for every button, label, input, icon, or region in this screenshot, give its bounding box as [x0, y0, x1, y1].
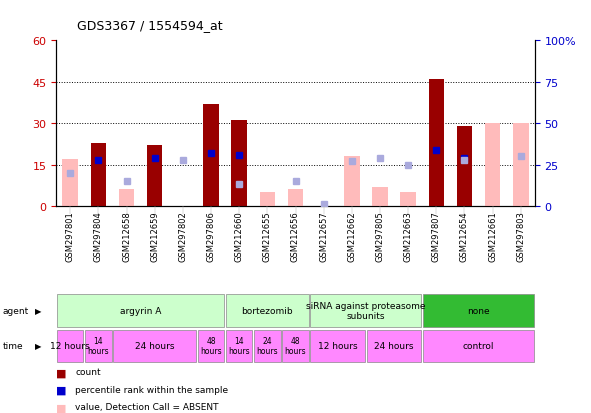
Bar	[310, 294, 421, 327]
Bar	[85, 330, 112, 362]
Bar	[232, 121, 247, 206]
Text: GSM212661: GSM212661	[488, 211, 497, 261]
Text: count: count	[75, 368, 100, 377]
Bar	[203, 104, 219, 206]
Text: siRNA against proteasome
subunits: siRNA against proteasome subunits	[306, 301, 426, 320]
Text: GSM212657: GSM212657	[319, 211, 328, 261]
Text: agent: agent	[3, 306, 29, 316]
Bar	[57, 294, 224, 327]
Text: 48
hours: 48 hours	[285, 336, 306, 356]
Bar	[457, 127, 472, 206]
Text: 24
hours: 24 hours	[256, 336, 278, 356]
Text: ■: ■	[56, 385, 67, 395]
Text: 12 hours: 12 hours	[50, 342, 90, 350]
Text: GSM297805: GSM297805	[375, 211, 385, 261]
Bar	[282, 330, 309, 362]
Text: GSM297807: GSM297807	[432, 211, 441, 261]
Text: GSM212662: GSM212662	[348, 211, 356, 261]
Text: 24 hours: 24 hours	[135, 342, 174, 350]
Text: GSM297804: GSM297804	[94, 211, 103, 261]
Bar	[367, 330, 421, 362]
Text: 48
hours: 48 hours	[200, 336, 222, 356]
Bar	[423, 330, 534, 362]
Text: time: time	[3, 342, 24, 351]
Text: 12 hours: 12 hours	[318, 342, 358, 350]
Bar	[259, 193, 275, 206]
Bar	[400, 193, 416, 206]
Text: ▶: ▶	[35, 342, 42, 351]
Text: 24 hours: 24 hours	[374, 342, 414, 350]
Bar	[226, 330, 252, 362]
Text: GDS3367 / 1554594_at: GDS3367 / 1554594_at	[77, 19, 222, 31]
Text: percentile rank within the sample: percentile rank within the sample	[75, 385, 228, 394]
Text: ■: ■	[56, 368, 67, 377]
Text: none: none	[467, 306, 490, 315]
Text: 14
hours: 14 hours	[228, 336, 250, 356]
Bar	[372, 187, 388, 206]
Bar	[485, 124, 501, 206]
Text: GSM297806: GSM297806	[206, 211, 216, 261]
Text: GSM297801: GSM297801	[66, 211, 74, 261]
Bar	[63, 160, 78, 206]
Bar	[198, 330, 224, 362]
Text: GSM212663: GSM212663	[404, 211, 413, 261]
Bar	[428, 80, 444, 206]
Text: GSM212654: GSM212654	[460, 211, 469, 261]
Bar	[113, 330, 196, 362]
Text: control: control	[463, 342, 494, 350]
Text: ▶: ▶	[35, 306, 42, 316]
Text: value, Detection Call = ABSENT: value, Detection Call = ABSENT	[75, 402, 219, 411]
Text: ■: ■	[56, 402, 67, 412]
Text: GSM212660: GSM212660	[235, 211, 243, 261]
Text: argyrin A: argyrin A	[120, 306, 161, 315]
Text: GSM212658: GSM212658	[122, 211, 131, 261]
Text: GSM212655: GSM212655	[263, 211, 272, 261]
Text: GSM212659: GSM212659	[150, 211, 159, 261]
Text: 14
hours: 14 hours	[87, 336, 109, 356]
Bar	[513, 124, 528, 206]
Text: GSM297803: GSM297803	[517, 211, 525, 261]
Bar	[310, 330, 365, 362]
Bar	[119, 190, 134, 206]
Text: bortezomib: bortezomib	[242, 306, 293, 315]
Bar	[344, 157, 359, 206]
Text: GSM297802: GSM297802	[178, 211, 187, 261]
Bar	[288, 190, 303, 206]
Bar	[254, 330, 281, 362]
Bar	[147, 146, 163, 206]
Bar	[423, 294, 534, 327]
Text: GSM212656: GSM212656	[291, 211, 300, 261]
Bar	[57, 330, 83, 362]
Bar	[226, 294, 309, 327]
Bar	[90, 143, 106, 206]
